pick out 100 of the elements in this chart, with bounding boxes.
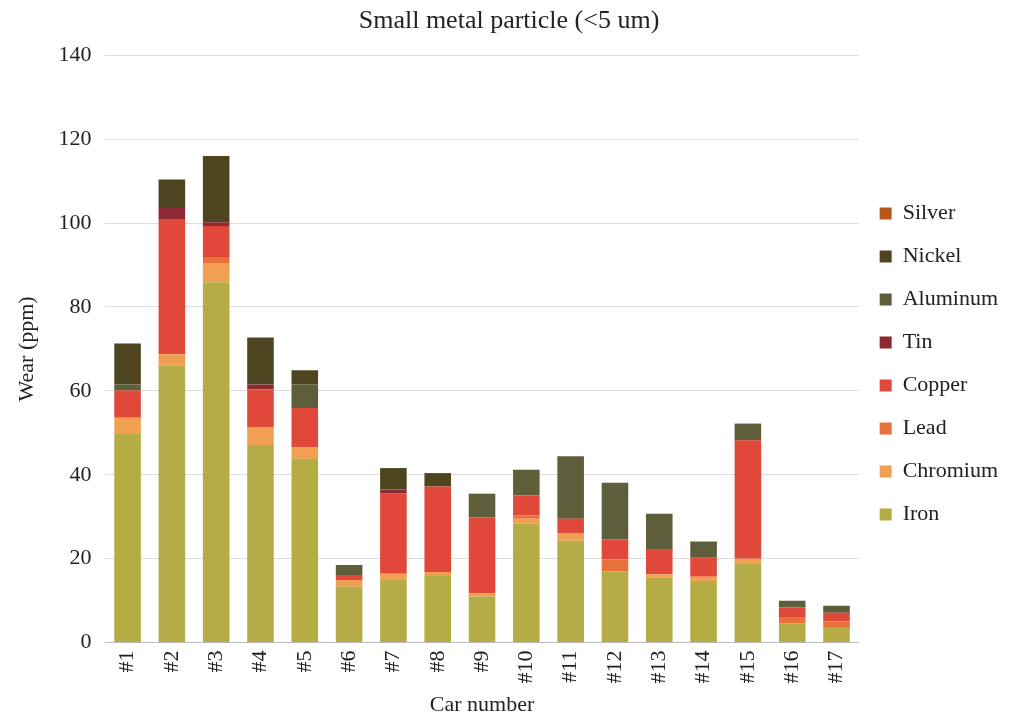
x-tick-label: #4 xyxy=(246,650,272,673)
bar xyxy=(778,623,806,643)
bar xyxy=(424,572,452,576)
bar xyxy=(202,222,230,226)
bar xyxy=(690,557,717,577)
y-tick-label: 100 xyxy=(58,208,92,234)
x-tick-label: #8 xyxy=(423,650,449,673)
x-tick-label: #16 xyxy=(777,650,803,684)
bar xyxy=(690,541,717,558)
bar xyxy=(202,257,230,263)
bar xyxy=(380,579,407,643)
bar xyxy=(823,612,850,622)
legend-label: Copper xyxy=(902,371,969,397)
x-tick-label: #5 xyxy=(290,650,316,673)
bar xyxy=(513,495,540,516)
bar xyxy=(468,596,496,643)
y-tick-label: 40 xyxy=(69,460,92,486)
bar xyxy=(380,493,407,574)
bar xyxy=(291,458,319,643)
bar xyxy=(202,282,230,643)
bar xyxy=(513,515,540,519)
x-tick-label: #17 xyxy=(822,650,848,684)
x-tick-label: #12 xyxy=(600,650,626,684)
legend-label: Chromium xyxy=(902,457,999,483)
legend-label: Aluminum xyxy=(902,285,999,311)
bar xyxy=(335,580,363,587)
bar xyxy=(601,571,629,643)
bar xyxy=(690,576,717,581)
y-axis-title: Wear (ppm) xyxy=(12,296,38,402)
bar xyxy=(247,389,274,427)
bar xyxy=(645,574,673,578)
bar xyxy=(778,607,806,618)
bar xyxy=(114,417,141,435)
bar xyxy=(291,384,319,409)
x-axis-title: Car number xyxy=(429,690,535,716)
bar xyxy=(114,390,141,418)
bar xyxy=(114,434,141,643)
y-tick-label: 20 xyxy=(69,544,92,570)
bar xyxy=(202,262,230,283)
bar xyxy=(158,219,186,355)
bar xyxy=(158,179,186,208)
legend-label: Iron xyxy=(902,500,940,526)
bar xyxy=(114,343,141,385)
bar xyxy=(380,489,407,494)
bar xyxy=(202,155,230,223)
bar xyxy=(690,580,717,643)
bar xyxy=(734,563,762,643)
bar xyxy=(291,408,319,448)
bar xyxy=(335,564,363,576)
x-tick-label: #3 xyxy=(201,650,227,673)
x-tick-label: #2 xyxy=(157,650,183,673)
bar xyxy=(557,518,584,534)
bar xyxy=(645,549,673,575)
y-tick-label: 60 xyxy=(69,376,92,402)
bar xyxy=(158,365,186,643)
bar xyxy=(424,486,452,573)
bar xyxy=(380,573,407,580)
bar xyxy=(778,617,806,624)
x-tick-label: #11 xyxy=(556,650,582,683)
bar xyxy=(601,482,629,540)
bar xyxy=(291,447,319,459)
bar xyxy=(734,423,762,441)
bar xyxy=(823,621,850,628)
x-tick-label: #14 xyxy=(689,650,715,684)
bar xyxy=(557,533,584,541)
bar xyxy=(513,469,540,496)
bar xyxy=(645,513,673,550)
bar xyxy=(335,586,363,643)
bar xyxy=(380,468,407,490)
bar xyxy=(823,605,850,613)
chart-title: Small metal particle (<5 um) xyxy=(358,5,660,35)
bar xyxy=(158,354,186,366)
bar xyxy=(247,426,274,445)
bar xyxy=(202,225,230,258)
x-tick-label: #10 xyxy=(512,650,538,684)
bar xyxy=(335,575,363,581)
x-tick-label: #6 xyxy=(334,650,360,673)
y-tick-label: 120 xyxy=(58,124,92,150)
bar xyxy=(247,444,274,643)
x-tick-label: #13 xyxy=(645,650,671,684)
bar xyxy=(158,207,186,220)
bar xyxy=(823,627,850,643)
bar xyxy=(468,493,496,518)
bar xyxy=(247,337,274,385)
bar xyxy=(468,517,496,594)
x-tick-label: #9 xyxy=(467,650,493,673)
bar xyxy=(601,539,629,560)
bar xyxy=(513,523,540,643)
legend-label: Lead xyxy=(902,414,947,440)
x-tick-label: #15 xyxy=(733,650,759,684)
bar xyxy=(424,473,452,487)
bar xyxy=(601,559,629,572)
y-tick-label: 0 xyxy=(80,628,92,654)
legend-label: Silver xyxy=(902,199,956,225)
y-tick-label: 140 xyxy=(58,40,92,66)
bar xyxy=(734,440,762,559)
x-tick-label: #7 xyxy=(379,650,405,673)
y-tick-label: 80 xyxy=(69,292,92,318)
bar xyxy=(291,370,319,385)
legend-label: Nickel xyxy=(902,242,962,268)
